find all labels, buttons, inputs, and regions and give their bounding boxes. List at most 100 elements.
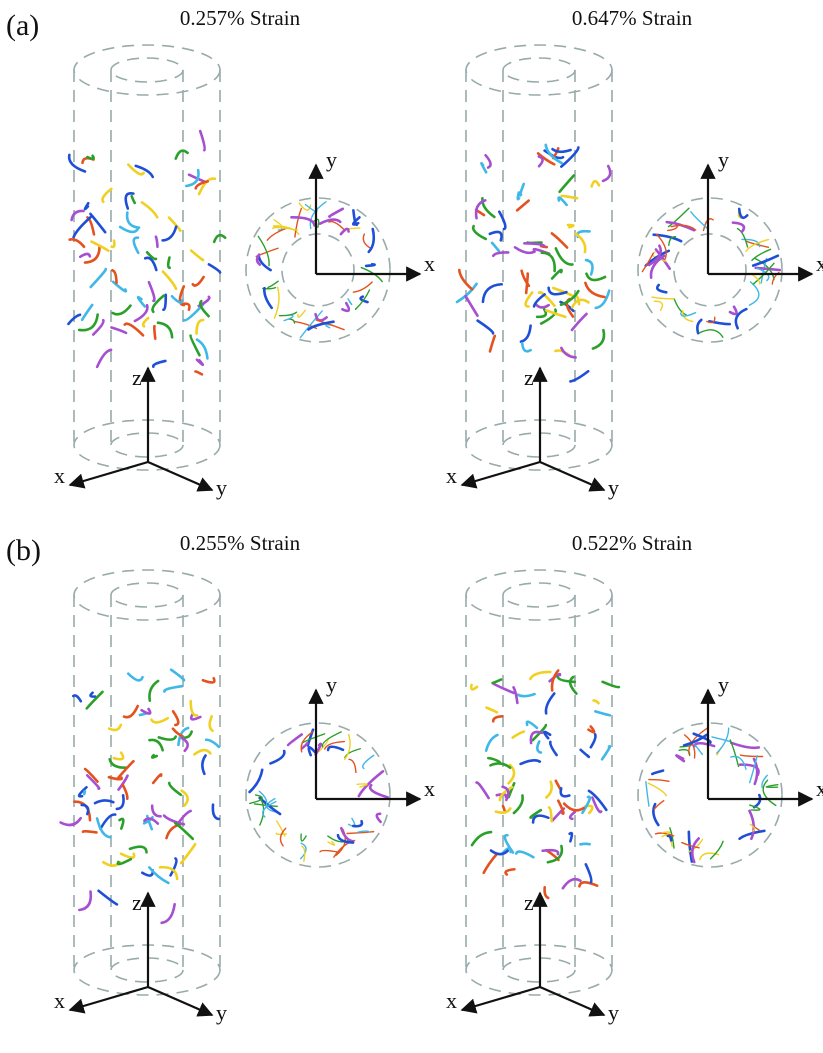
dislocation-line <box>178 285 186 307</box>
dislocation-line <box>574 232 587 254</box>
dislocation-line <box>536 740 543 754</box>
dislocation-line <box>566 223 575 229</box>
dislocation-line <box>745 238 770 252</box>
axis-label: z <box>524 365 534 390</box>
dislocation-line <box>601 164 612 183</box>
view-title: 0.522% Strain <box>572 531 693 555</box>
dislocation-line <box>518 182 526 197</box>
dislocation-line <box>752 757 759 786</box>
dislocation-line <box>544 692 556 715</box>
dislocation-line <box>551 147 572 154</box>
dislocation-line <box>728 305 738 316</box>
dislocation-line <box>488 230 503 242</box>
dislocation-line <box>195 358 205 367</box>
dislocation-line <box>151 294 166 314</box>
dislocation-line <box>655 233 667 260</box>
dislocation-line <box>318 218 342 225</box>
dislocation-line <box>89 691 97 698</box>
dislocation-line <box>266 227 288 241</box>
axis-label: x <box>54 463 65 488</box>
dislocation-line <box>294 320 318 330</box>
dislocation-line <box>537 155 544 168</box>
dislocation-line <box>481 196 496 219</box>
cylinder-outline <box>502 57 576 83</box>
dislocation-line <box>540 251 556 273</box>
dislocation-line <box>696 318 703 335</box>
top-outline <box>245 722 391 868</box>
dislocation-line <box>263 286 274 310</box>
axis-y <box>539 460 606 492</box>
dislocation-line <box>737 207 749 220</box>
dislocation-line <box>651 296 675 300</box>
dislocation-line <box>652 251 667 263</box>
dislocation-line <box>550 268 563 280</box>
dislocation-line <box>647 244 663 267</box>
dislocation-line <box>327 835 350 843</box>
dislocation-line <box>162 814 186 826</box>
dislocation-line <box>177 726 190 747</box>
view: 0.647% Strain z x y y x <box>446 6 823 500</box>
dislocation-line <box>523 241 546 248</box>
cylinder-outline <box>73 569 221 621</box>
dislocation-line <box>191 275 205 287</box>
cylinder-outline <box>465 569 613 621</box>
dislocation-line <box>111 280 128 293</box>
axis-y <box>147 985 214 1017</box>
dislocation-line <box>711 736 732 743</box>
dislocation-line <box>156 321 174 339</box>
dislocation-line <box>729 741 761 750</box>
dislocation-line <box>524 291 534 308</box>
dislocation-line <box>72 215 92 239</box>
dislocation-line <box>532 293 546 308</box>
dislocation-line <box>495 793 508 799</box>
dislocation-line <box>591 328 606 350</box>
dislocation-line <box>312 218 320 229</box>
dislocation-line <box>124 192 135 210</box>
dislocation-line <box>89 212 107 234</box>
dislocation-line <box>121 783 129 800</box>
axis-label: x <box>816 776 823 801</box>
dislocation-line <box>520 269 531 288</box>
dislocation-line <box>194 370 204 376</box>
dislocation-line <box>375 812 382 824</box>
dislocation-line <box>562 802 585 812</box>
dislocation-line <box>484 733 499 752</box>
dislocation-line <box>95 348 113 369</box>
dislocation-line <box>645 781 650 807</box>
dislocation-line <box>736 227 749 248</box>
dislocation-line <box>68 238 86 249</box>
dislocation-line <box>93 799 115 805</box>
panel-label: (b) <box>6 534 41 567</box>
dislocation-line <box>328 220 345 231</box>
top-outline <box>637 197 783 343</box>
dislocation-line <box>471 224 488 241</box>
dislocation-line <box>524 272 530 295</box>
dislocation-line <box>362 754 375 770</box>
dislocation-line <box>169 857 178 877</box>
dislocation-line <box>122 704 139 719</box>
dislocation-line <box>299 310 323 339</box>
axis-label: z <box>132 365 142 390</box>
dislocation-line <box>354 289 371 311</box>
cylinder-outline <box>110 582 184 608</box>
dislocation-line <box>344 748 361 759</box>
dislocation-line <box>587 789 608 812</box>
dislocation-line <box>161 225 178 242</box>
dislocation-line <box>130 194 137 205</box>
dislocation-line <box>108 757 128 769</box>
dislocation-line <box>535 308 548 319</box>
dislocation-line <box>489 849 510 856</box>
dislocation-line <box>298 202 312 211</box>
dislocation-line <box>81 829 98 834</box>
dislocation-line <box>271 226 299 231</box>
view: 0.255% Strain z x y y x <box>54 531 435 1025</box>
axis-label: y <box>608 1000 619 1025</box>
dislocation-line <box>162 293 168 312</box>
dislocation-line <box>189 249 205 262</box>
top-outline <box>637 722 783 868</box>
dislocation-line <box>116 759 135 781</box>
cylinder-outline <box>502 582 576 608</box>
axis-label: x <box>446 463 457 488</box>
dislocation-line <box>654 832 675 837</box>
dislocation-line <box>340 826 354 843</box>
